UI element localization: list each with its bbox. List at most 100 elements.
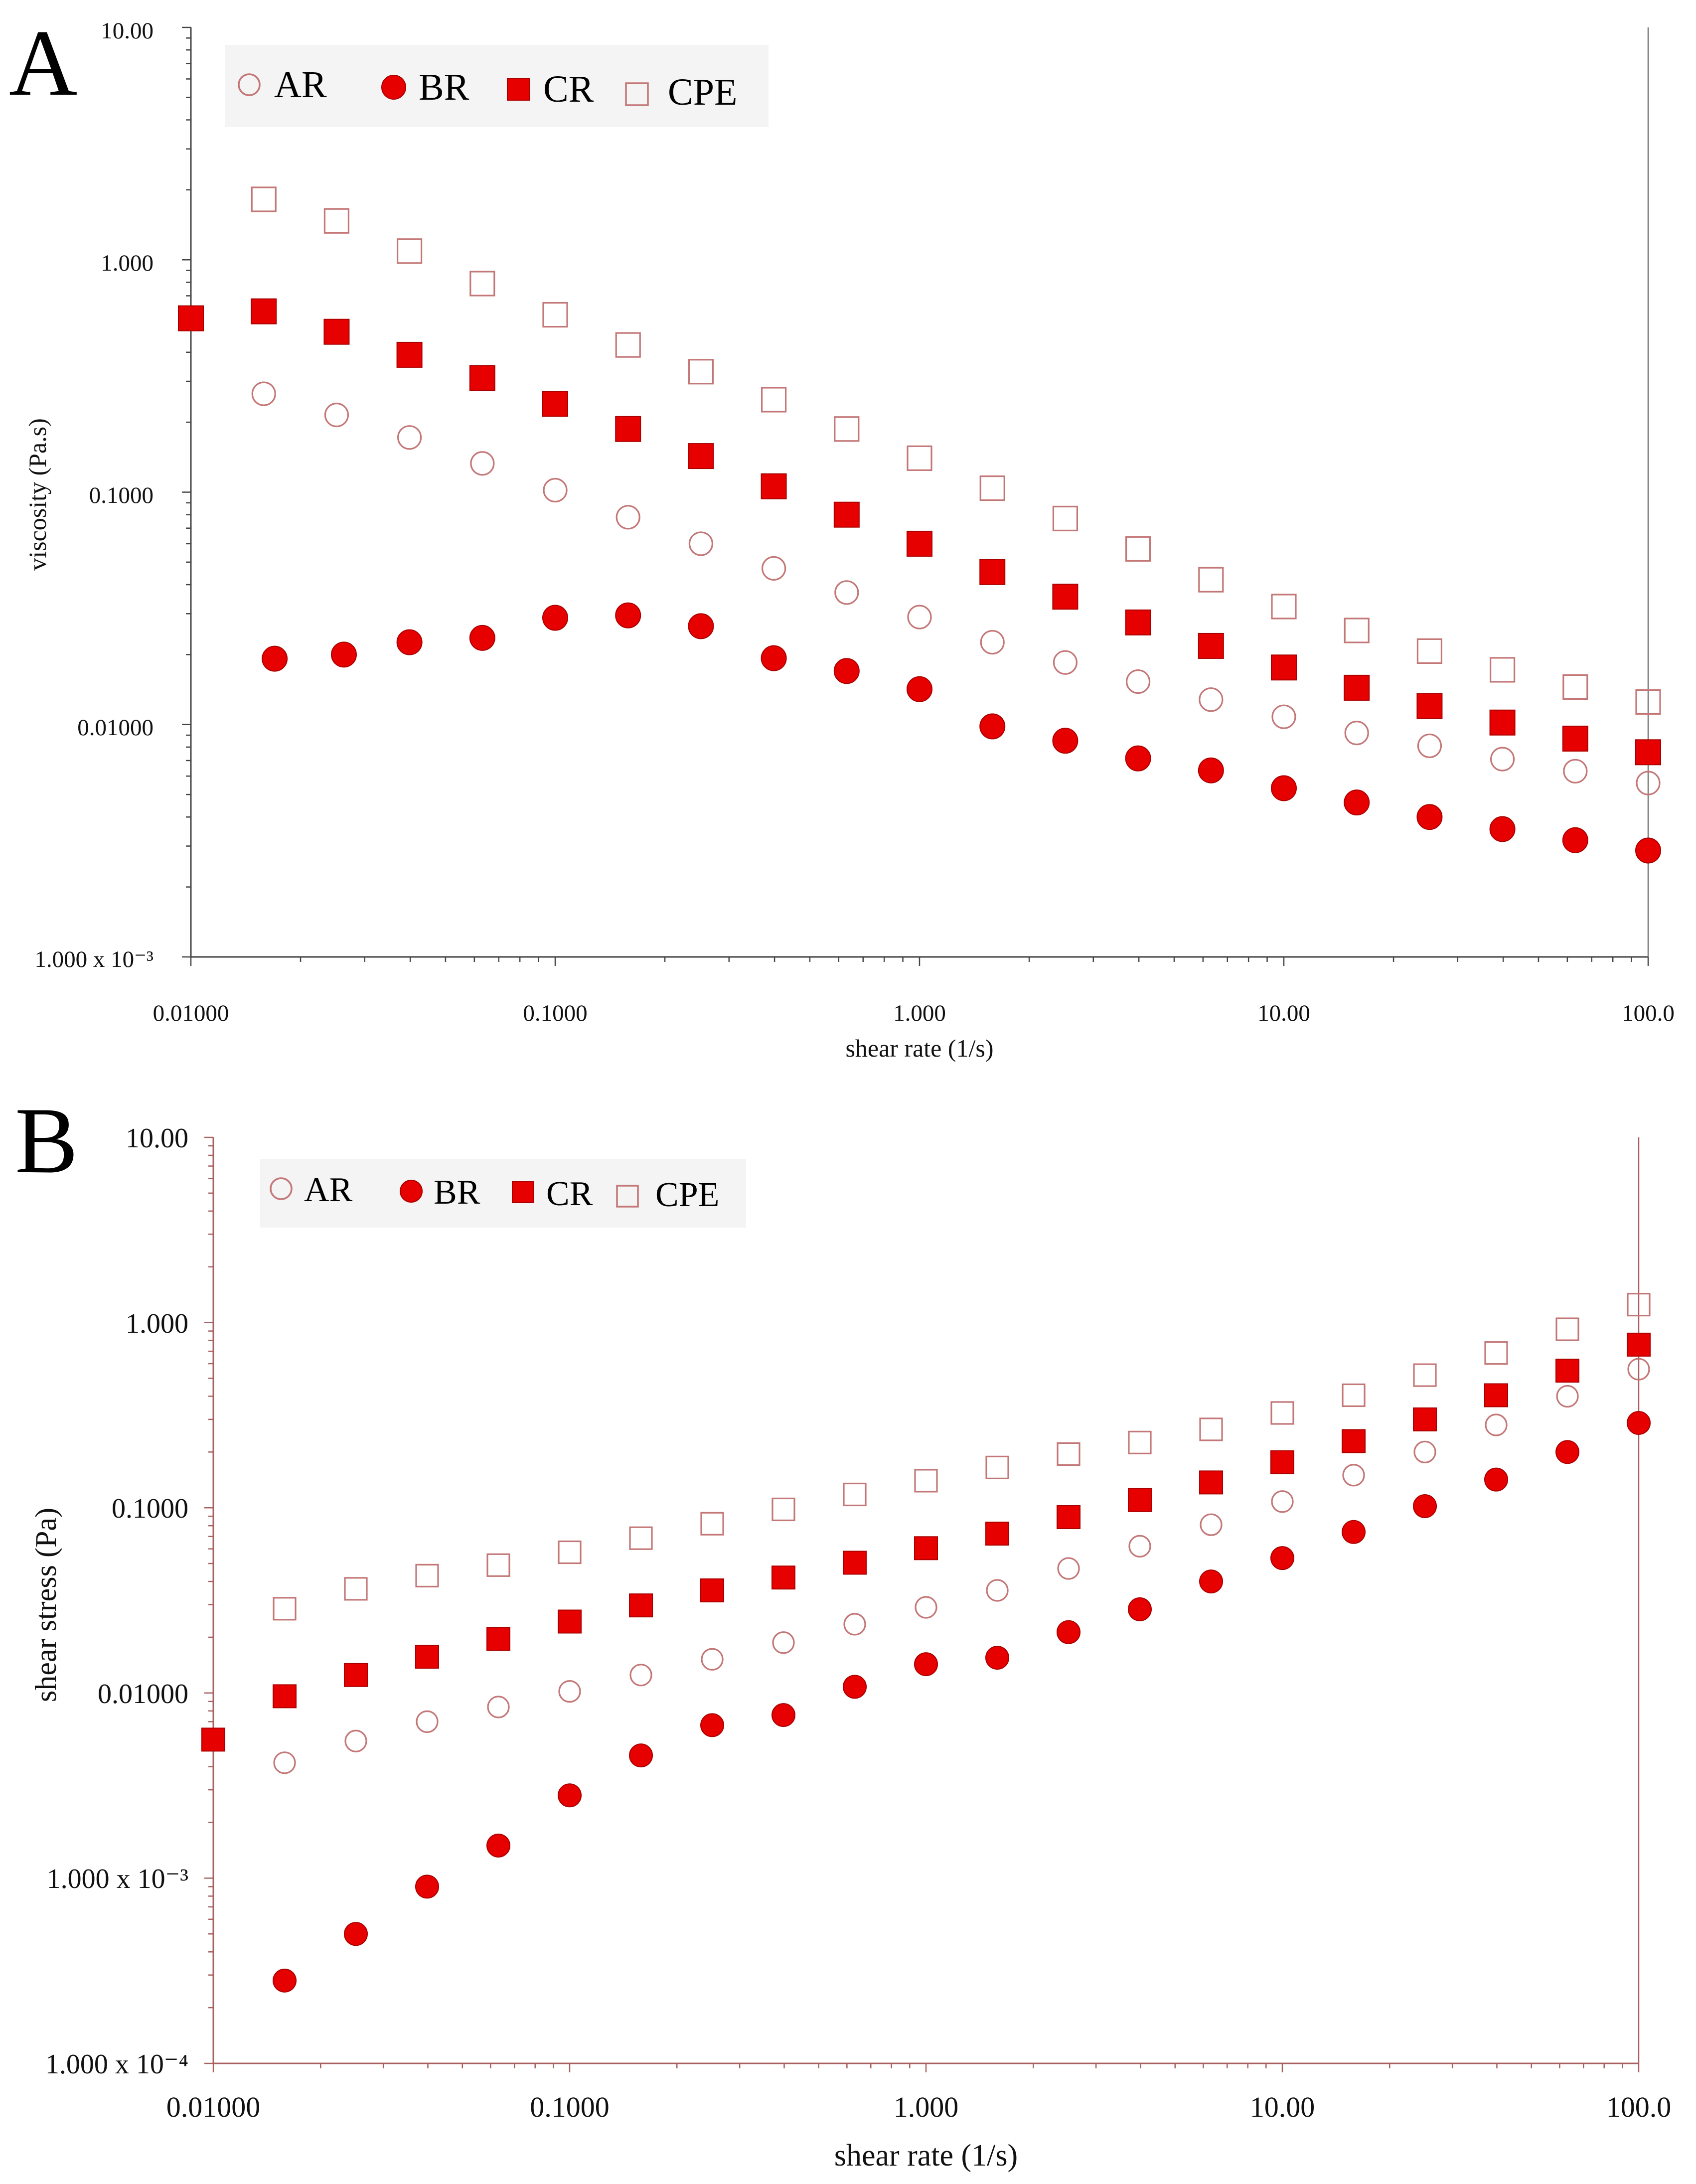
- data-point-cpe: [615, 332, 641, 358]
- panel-a-ytick-label: 0.01000: [77, 715, 154, 741]
- legend-label-br: BR: [434, 1173, 480, 1212]
- data-point-br: [985, 1646, 1010, 1670]
- panel-a-axes: [182, 26, 1649, 966]
- data-point-ar: [1563, 759, 1588, 783]
- data-point-cpe: [273, 1597, 297, 1621]
- legend-marker-br: [381, 75, 406, 100]
- data-point-ar: [834, 580, 859, 605]
- data-point-ar: [1053, 650, 1078, 675]
- data-point-cr: [1125, 609, 1151, 635]
- data-point-ar: [344, 1729, 367, 1752]
- panel-a-series-ar: [251, 381, 1661, 795]
- data-point-cr: [914, 1536, 938, 1560]
- data-point-br: [1052, 728, 1079, 754]
- panel-b-xtick-label: 100.0: [1606, 2091, 1672, 2123]
- data-point-cr: [273, 1684, 297, 1709]
- legend-marker-cr: [512, 1181, 534, 1203]
- data-point-cpe: [761, 387, 787, 413]
- panel-b-y-axis-label: shear stress (Pa): [29, 1508, 62, 1702]
- data-point-cr: [542, 391, 568, 417]
- data-point-cr: [415, 1645, 439, 1669]
- data-point-cpe: [1344, 618, 1370, 643]
- panel-a-series-cr: [178, 298, 1661, 766]
- data-point-ar: [1627, 1358, 1650, 1381]
- data-point-cpe: [1635, 689, 1661, 715]
- data-point-br: [330, 641, 357, 668]
- data-point-br: [1271, 775, 1297, 801]
- data-point-br: [1057, 1620, 1081, 1644]
- data-point-br: [344, 1922, 368, 1946]
- panel-b-xtick-label: 0.01000: [166, 2091, 261, 2123]
- panel-b-xtick-label: 10.00: [1250, 2091, 1315, 2123]
- data-point-cr: [843, 1551, 867, 1575]
- data-point-cpe: [1342, 1383, 1366, 1407]
- data-point-ar: [416, 1710, 439, 1733]
- data-point-cpe: [344, 1577, 368, 1601]
- data-point-cr: [985, 1522, 1010, 1546]
- legend-label-cpe: CPE: [668, 71, 737, 113]
- panel-a-ytick-label: 10.00: [101, 18, 154, 44]
- data-point-ar: [273, 1751, 296, 1774]
- data-point-br: [1489, 816, 1516, 842]
- panel-b-ytick-label: 0.1000: [112, 1493, 188, 1524]
- data-point-cr: [1052, 584, 1079, 610]
- data-point-cr: [979, 559, 1006, 585]
- data-point-ar: [1485, 1413, 1508, 1436]
- data-point-ar: [487, 1696, 510, 1718]
- panel-b-series-br: [273, 1411, 1651, 1993]
- panel-a-plot-area: [178, 186, 1661, 864]
- data-point-ar: [1342, 1464, 1365, 1487]
- data-point-cr: [1198, 632, 1224, 659]
- legend-label-ar: AR: [304, 1171, 353, 1209]
- data-point-cr: [771, 1565, 795, 1590]
- data-point-br: [1635, 837, 1661, 864]
- panel-b-xtick-label: 0.1000: [530, 2091, 610, 2123]
- panel-a-letter: A: [9, 11, 77, 116]
- panel-b-ytick-label: 1.000 x 10⁻⁴: [45, 2049, 188, 2080]
- data-point-cr: [629, 1593, 653, 1618]
- data-point-cpe: [914, 1469, 938, 1493]
- legend-label-br: BR: [419, 66, 469, 108]
- data-point-br: [1416, 804, 1443, 830]
- data-point-br: [914, 1652, 938, 1677]
- data-point-ar: [986, 1579, 1009, 1602]
- data-point-cpe: [1484, 1341, 1508, 1365]
- data-point-cpe: [1413, 1363, 1437, 1387]
- panel-a-ytick-label: 0.1000: [89, 482, 154, 508]
- data-point-cpe: [834, 416, 860, 442]
- data-point-br: [1344, 789, 1370, 816]
- data-point-cpe: [771, 1497, 795, 1522]
- data-point-ar: [915, 1596, 937, 1619]
- data-point-cpe: [629, 1526, 653, 1550]
- data-point-ar: [1128, 1535, 1151, 1558]
- data-point-ar: [761, 556, 786, 581]
- legend-marker-ar: [238, 73, 261, 96]
- data-point-ar: [616, 505, 640, 530]
- data-point-br: [1125, 745, 1151, 772]
- panel-a-y-axis-label: viscosity (Pa.s): [23, 418, 51, 571]
- panel-a-ytick-label: 1.000 x 10⁻³: [34, 946, 154, 972]
- data-point-br: [979, 713, 1006, 740]
- data-point-cpe: [1489, 657, 1516, 683]
- data-point-br: [688, 613, 714, 639]
- data-point-br: [486, 1833, 511, 1858]
- data-point-ar: [1636, 771, 1661, 795]
- data-point-br: [843, 1675, 867, 1699]
- data-point-br: [1270, 1546, 1294, 1570]
- data-point-ar: [1344, 721, 1369, 746]
- data-point-ar: [1271, 704, 1296, 729]
- data-point-ar: [1556, 1385, 1579, 1408]
- data-point-br: [771, 1703, 795, 1727]
- data-point-cpe: [688, 359, 714, 385]
- panel-b-tick-labels: 0.01000 0.1000 1.000 10.00 100.0 1.000 x…: [45, 1123, 1671, 2123]
- data-point-cpe: [1125, 536, 1151, 562]
- panel-b-plot-area: [201, 1292, 1651, 1993]
- data-point-br: [1127, 1597, 1152, 1621]
- data-point-ar: [1413, 1440, 1436, 1463]
- data-point-br: [1627, 1411, 1651, 1435]
- panel-a-series-br: [262, 602, 1661, 864]
- data-point-br: [396, 629, 423, 655]
- data-point-cpe: [1627, 1292, 1651, 1317]
- data-point-cr: [1127, 1488, 1152, 1512]
- legend-marker-cpe: [616, 1185, 639, 1208]
